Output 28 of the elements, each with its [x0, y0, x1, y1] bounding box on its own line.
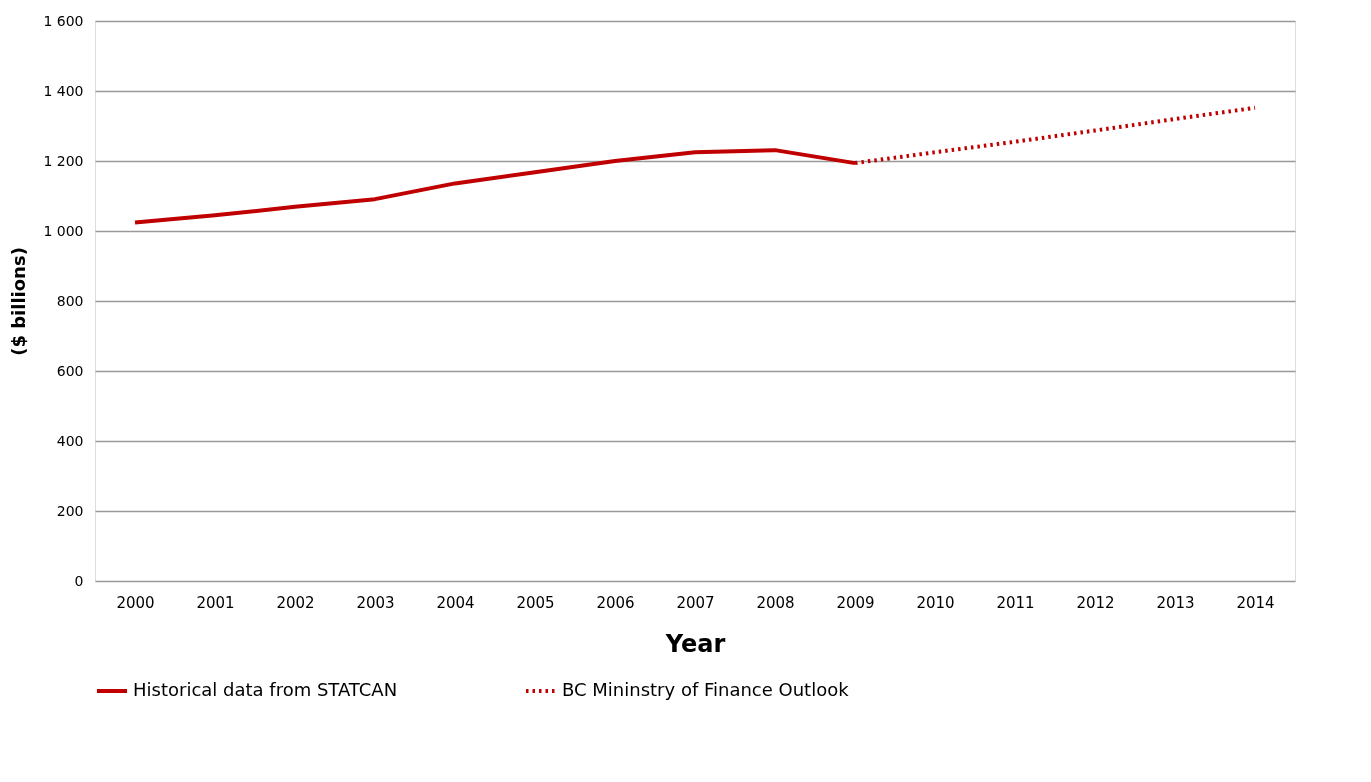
x-tick-label: 2005: [516, 593, 555, 612]
legend-label: BC Mininstry of Finance Outlook: [562, 679, 850, 700]
x-tick-label: 2010: [916, 593, 955, 612]
x-axis-title: Year: [664, 629, 726, 658]
y-tick-label: 1 000: [43, 222, 84, 239]
x-tick-label: 2012: [1076, 593, 1115, 612]
x-tick-label: 2001: [196, 593, 235, 612]
x-tick-label: 2008: [756, 593, 795, 612]
x-tick-label: 2000: [116, 593, 155, 612]
y-axis-title: ($ billions): [8, 247, 30, 356]
x-tick-label: 2003: [356, 593, 395, 612]
y-tick-label: 1 200: [43, 152, 84, 169]
x-tick-label: 2002: [276, 593, 315, 612]
y-tick-label: 600: [56, 362, 84, 379]
y-tick-label: 400: [56, 432, 84, 449]
x-tick-label: 2013: [1156, 593, 1195, 612]
y-tick-label: 1 600: [43, 12, 84, 29]
legend-label: Historical data from STATCAN: [133, 679, 398, 700]
y-tick-label: 800: [56, 292, 84, 309]
x-tick-label: 2007: [676, 593, 715, 612]
x-tick-label: 2014: [1236, 593, 1275, 612]
y-tick-label: 1 400: [43, 82, 84, 99]
x-tick-label: 2009: [836, 593, 875, 612]
x-tick-label: 2011: [996, 593, 1035, 612]
y-tick-label: 200: [56, 502, 84, 519]
x-tick-label: 2006: [596, 593, 635, 612]
y-tick-label: 0: [74, 572, 84, 589]
x-tick-label: 2004: [436, 593, 475, 612]
